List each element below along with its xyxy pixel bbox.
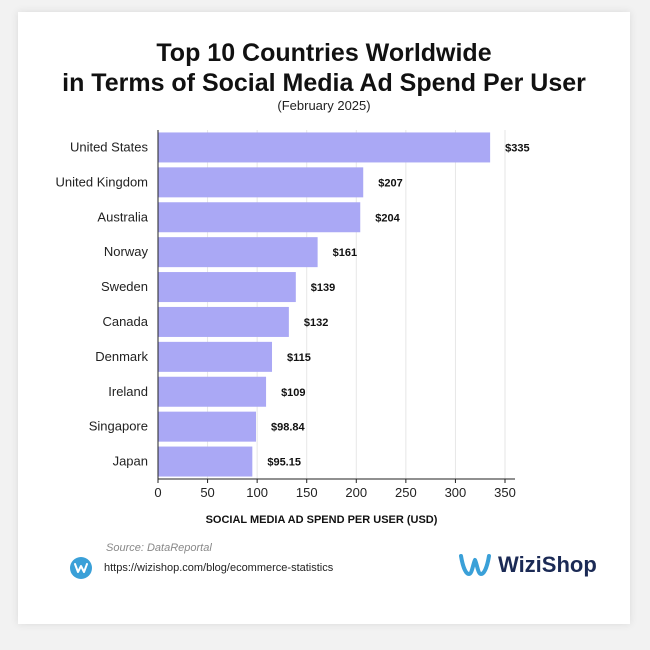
- value-label: $335: [505, 142, 529, 154]
- x-tick-label: 50: [200, 485, 214, 500]
- infographic-card: Top 10 Countries Worldwide in Terms of S…: [18, 12, 630, 624]
- bar: [158, 202, 361, 233]
- x-tick-label: 350: [494, 485, 516, 500]
- value-label: $109: [281, 387, 305, 399]
- x-tick-label: 150: [296, 485, 318, 500]
- value-label: $95.15: [267, 457, 301, 469]
- value-label: $161: [333, 247, 357, 259]
- bar: [158, 411, 256, 442]
- x-tick-label: 250: [395, 485, 417, 500]
- category-label: Japan: [113, 454, 148, 469]
- bar: [158, 132, 491, 163]
- category-label: Australia: [97, 209, 148, 224]
- bar: [158, 341, 273, 372]
- value-label: $115: [287, 352, 311, 364]
- chart-title-line-2: in Terms of Social Media Ad Spend Per Us…: [62, 69, 586, 97]
- source-note: Source: DataReportal: [106, 542, 212, 554]
- bar-chart: United States $335 United Kingdom $207 Austr…: [56, 130, 530, 526]
- chart-subtitle: (February 2025): [277, 98, 371, 113]
- wizishop-logo-icon: [459, 554, 491, 576]
- chart-title-line-1: Top 10 Countries Worldwide: [156, 39, 492, 67]
- value-label: $207: [378, 177, 402, 189]
- x-tick-label: 100: [246, 485, 268, 500]
- bar: [158, 306, 289, 337]
- value-label: $132: [304, 317, 328, 329]
- bar: [158, 237, 318, 268]
- bar: [158, 272, 296, 303]
- category-label: Sweden: [101, 279, 148, 294]
- value-label: $139: [311, 282, 335, 294]
- category-label: United States: [70, 139, 149, 154]
- value-label: $204: [375, 212, 400, 224]
- x-tick-label: 200: [345, 485, 367, 500]
- bar: [158, 446, 253, 477]
- x-tick-label: 0: [154, 485, 161, 500]
- category-label: Norway: [104, 244, 149, 259]
- category-label: Ireland: [108, 384, 148, 399]
- bar: [158, 167, 364, 198]
- x-axis-label: SOCIAL MEDIA AD SPEND PER USER (USD): [206, 514, 438, 526]
- brand-name: WiziShop: [498, 552, 597, 577]
- wizishop-badge-icon: [70, 557, 92, 579]
- value-label: $98.84: [271, 422, 306, 434]
- source-url-link[interactable]: https://wizishop.com/blog/ecommerce-stat…: [104, 562, 334, 574]
- chart-title: Top 10 Countries Worldwide in Terms of S…: [18, 38, 630, 98]
- x-tick-label: 300: [445, 485, 467, 500]
- brand-logo: WiziShop: [458, 552, 597, 578]
- category-label: United Kingdom: [56, 174, 149, 189]
- category-label: Singapore: [89, 419, 148, 434]
- category-label: Denmark: [95, 349, 148, 364]
- category-label: Canada: [102, 314, 148, 329]
- bar: [158, 376, 267, 407]
- url-row: https://wizishop.com/blog/ecommerce-stat…: [70, 557, 333, 579]
